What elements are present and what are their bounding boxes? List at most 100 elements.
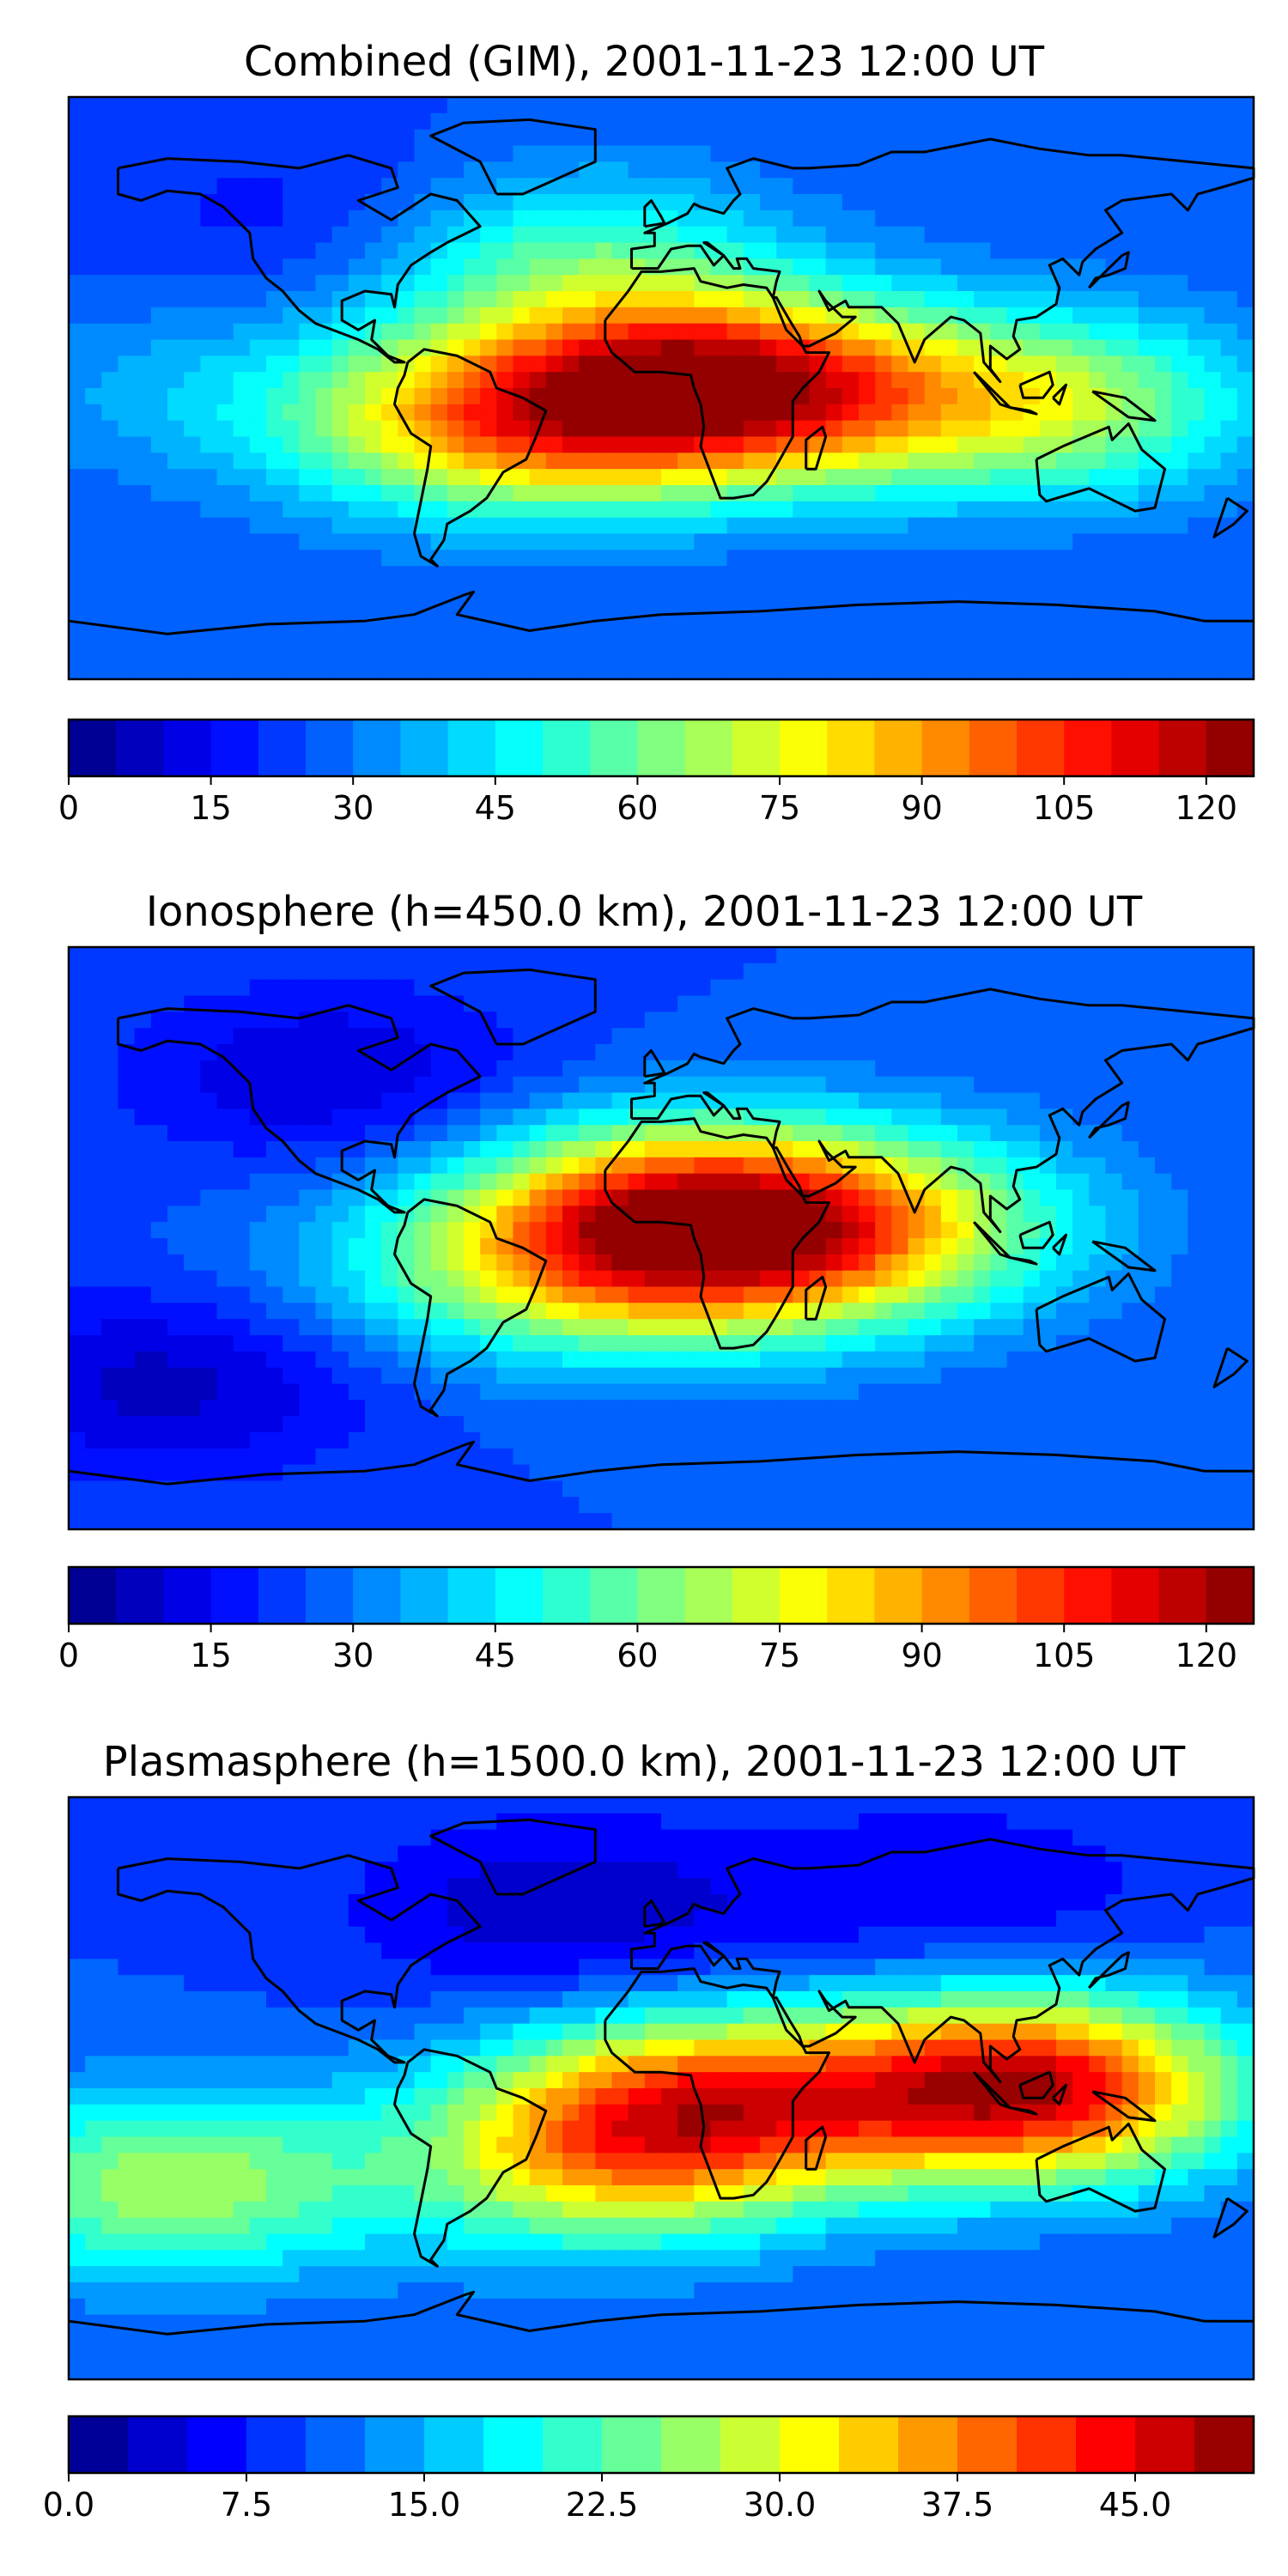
colorbar-bin	[921, 1567, 970, 1624]
colorbar-bin	[258, 720, 307, 776]
colorbar-bin	[543, 720, 591, 776]
colorbar-tick-label: 105	[1033, 1637, 1096, 1674]
map-field-2	[69, 947, 1255, 1530]
colorbar-bin	[1135, 2416, 1195, 2473]
colorbar-bin	[1111, 720, 1160, 776]
colorbar-tick-label: 75	[759, 789, 800, 827]
colorbar-bin	[720, 2416, 781, 2473]
map-frame-1	[67, 95, 1255, 681]
colorbar-tick-label: 75	[759, 1637, 800, 1674]
colorbar-bin	[780, 1567, 828, 1624]
colorbar-tick-label: 15.0	[388, 2486, 461, 2524]
colorbar-tick-label: 0	[58, 789, 79, 827]
colorbar-bin	[827, 1567, 875, 1624]
colorbar-tick-label: 30	[332, 1637, 374, 1674]
colorbar-tick-label: 30	[332, 789, 374, 827]
colorbar-2: 0 15 30 45 60 75 90 105 120	[58, 1565, 1255, 1674]
colorbar-bin	[447, 720, 496, 776]
colorbar-bin	[1064, 1567, 1112, 1624]
colorbar-tick-label: 22.5	[566, 2486, 639, 2524]
colorbar-bin	[684, 1567, 733, 1624]
colorbar-bin	[921, 720, 970, 776]
coastlines-3	[68, 1818, 1255, 2336]
colorbar-tick-label: 60	[617, 789, 658, 827]
colorbar-tick-label: 45	[475, 789, 516, 827]
colorbar-bin	[732, 720, 781, 776]
coastlines-2	[68, 968, 1255, 1485]
colorbar-bin	[969, 1567, 1018, 1624]
colorbar-bin	[116, 720, 164, 776]
panel-title-2: Ionosphere (h=450.0 km), 2001-11-23 12:0…	[146, 888, 1143, 936]
colorbar-bin	[306, 1567, 354, 1624]
colorbar-tick-label: 37.5	[921, 2486, 994, 2524]
coastlines-1	[68, 118, 1255, 635]
colorbar-bin	[1017, 720, 1065, 776]
colorbar-tick-label: 7.5	[221, 2486, 272, 2524]
colorbar-bin	[1017, 2416, 1077, 2473]
colorbar-bin	[780, 2416, 840, 2473]
colorbar-bin	[400, 720, 449, 776]
colorbar-3: 0.0 7.5 15.0 22.5 30.0 37.5 45.0	[43, 2415, 1255, 2524]
colorbar-bin	[400, 1567, 449, 1624]
colorbar-bin	[1064, 720, 1112, 776]
colorbar-1: 0 15 30 45 60 75 90 105 120	[58, 718, 1255, 827]
colorbar-bin	[637, 720, 686, 776]
colorbar-tick-label: 0	[58, 1637, 79, 1674]
colorbar-tick-label: 45.0	[1099, 2486, 1172, 2524]
colorbar-bin	[353, 1567, 401, 1624]
colorbar-bin	[163, 1567, 212, 1624]
colorbar-tick-label: 90	[901, 1637, 942, 1674]
colorbar-bin	[495, 1567, 544, 1624]
colorbar-bin	[661, 2416, 721, 2473]
colorbar-tick-label: 15	[190, 1637, 231, 1674]
colorbar-bin	[116, 1567, 164, 1624]
colorbar-bin	[1206, 1567, 1255, 1624]
colorbar-bin	[246, 2416, 307, 2473]
colorbar-bin	[1194, 2416, 1255, 2473]
colorbar-bin	[543, 2416, 603, 2473]
colorbar-tick-label: 120	[1176, 1637, 1238, 1674]
colorbar-bin	[957, 2416, 1018, 2473]
colorbar-bin	[69, 1567, 117, 1624]
colorbar-tick-label: 0.0	[43, 2486, 94, 2524]
colorbar-bin	[590, 720, 638, 776]
map-frame-3	[67, 1795, 1255, 2381]
colorbar-bin	[1017, 1567, 1065, 1624]
colorbar-bin	[780, 720, 828, 776]
colorbar-bin	[483, 2416, 544, 2473]
colorbar-bin	[684, 720, 733, 776]
map-field-3	[69, 1797, 1255, 2380]
colorbar-bin	[1206, 720, 1255, 776]
colorbar-bin	[69, 2416, 129, 2473]
colorbar-bin	[898, 2416, 958, 2473]
colorbar-tick-label: 30.0	[744, 2486, 817, 2524]
colorbar-tick-label: 90	[901, 789, 942, 827]
colorbar-bin	[306, 2416, 366, 2473]
colorbar-bin	[306, 720, 354, 776]
map-field-1	[69, 97, 1255, 680]
colorbar-bin	[874, 720, 923, 776]
colorbar-tick-label: 15	[190, 789, 231, 827]
colorbar-bin	[495, 720, 544, 776]
colorbar-bin	[874, 1567, 923, 1624]
colorbar-bin	[365, 2416, 425, 2473]
colorbar-bin	[543, 1567, 591, 1624]
colorbar-bin	[1076, 2416, 1136, 2473]
colorbar-tick-label: 105	[1033, 789, 1096, 827]
colorbar-bin	[602, 2416, 662, 2473]
panel-title-1: Combined (GIM), 2001-11-23 12:00 UT	[244, 38, 1045, 86]
colorbar-bin	[210, 720, 259, 776]
colorbar-bin	[1158, 1567, 1207, 1624]
colorbar-bin	[827, 720, 875, 776]
colorbar-bin	[424, 2416, 484, 2473]
colorbar-bin	[187, 2416, 247, 2473]
colorbar-bin	[969, 720, 1018, 776]
map-frame-2	[67, 945, 1255, 1531]
colorbar-bin	[590, 1567, 638, 1624]
colorbar-bin	[1111, 1567, 1160, 1624]
colorbar-bin	[353, 720, 401, 776]
colorbar-bin	[210, 1567, 259, 1624]
colorbar-tick-label: 45	[475, 1637, 516, 1674]
colorbar-bin	[1158, 720, 1207, 776]
